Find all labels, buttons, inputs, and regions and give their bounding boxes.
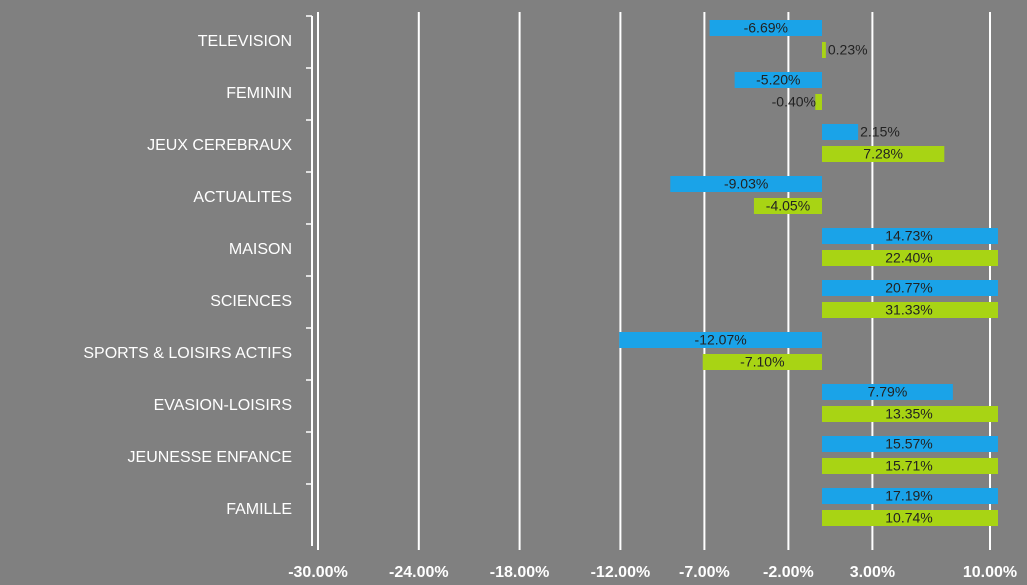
y-tick-label: JEUX CEREBRAUX xyxy=(147,137,292,154)
value-label: 7.79% xyxy=(868,384,908,400)
bar xyxy=(822,228,998,244)
bar xyxy=(822,510,998,526)
bar xyxy=(822,458,998,474)
value-label: 31.33% xyxy=(885,302,932,318)
value-label: -0.40% xyxy=(772,94,816,110)
y-tick-label: ACTUALITES xyxy=(193,189,292,206)
x-tick-label: 10.00% xyxy=(963,564,1017,581)
value-label: -9.03% xyxy=(724,176,768,192)
value-label: 17.19% xyxy=(885,488,932,504)
value-label: 2.15% xyxy=(860,124,900,140)
bar xyxy=(822,406,998,422)
y-tick-label: SPORTS & LOISIRS ACTIFS xyxy=(83,345,292,362)
value-label: 15.71% xyxy=(885,458,932,474)
value-label: 7.28% xyxy=(863,146,903,162)
y-tick-label: EVASION-LOISIRS xyxy=(154,397,292,414)
value-label: -4.05% xyxy=(766,198,810,214)
value-label: 10.74% xyxy=(885,510,932,526)
bar xyxy=(822,280,998,296)
bar xyxy=(822,146,945,162)
bar xyxy=(702,354,822,370)
bar xyxy=(753,198,822,214)
bars xyxy=(619,20,998,526)
x-tick-label: -12.00% xyxy=(591,564,651,581)
y-tick-label: FEMININ xyxy=(226,85,292,102)
value-label: -5.20% xyxy=(756,72,800,88)
bar xyxy=(670,176,822,192)
bar xyxy=(619,332,822,348)
bar xyxy=(815,94,822,110)
x-tick-label: 3.00% xyxy=(850,564,895,581)
value-label: -6.69% xyxy=(744,20,788,36)
bar xyxy=(822,384,953,400)
bar xyxy=(822,250,998,266)
y-tick-label: JEUNESSE ENFANCE xyxy=(128,449,292,466)
bar xyxy=(822,436,998,452)
value-label: -12.07% xyxy=(695,332,747,348)
value-label: 15.57% xyxy=(885,436,932,452)
labels: -30.00% -24.00% -18.00% -12.00% -7.00% -2.00%… xyxy=(83,20,1017,582)
value-label: 13.35% xyxy=(885,406,932,422)
bar xyxy=(734,72,822,88)
bar xyxy=(709,20,822,36)
bar xyxy=(822,488,998,504)
bar xyxy=(822,124,859,140)
x-tick-label: -24.00% xyxy=(389,564,449,581)
x-tick-label: -18.00% xyxy=(490,564,550,581)
y-tick-label: TELEVISION xyxy=(198,33,292,50)
y-tick-label: SCIENCES xyxy=(210,293,292,310)
y-tick-label: MAISON xyxy=(229,241,292,258)
value-label: -7.10% xyxy=(740,354,784,370)
bar xyxy=(822,302,998,318)
value-label: 20.77% xyxy=(885,280,932,296)
y-tick-label: FAMILLE xyxy=(226,501,292,518)
value-label: 0.23% xyxy=(828,42,868,58)
x-tick-label: -30.00% xyxy=(288,564,348,581)
value-label: 14.73% xyxy=(885,228,932,244)
x-tick-label: -7.00% xyxy=(679,564,730,581)
x-tick-label: -2.00% xyxy=(763,564,814,581)
value-label: 22.40% xyxy=(885,250,932,266)
bar xyxy=(822,42,826,58)
grid xyxy=(306,12,991,550)
